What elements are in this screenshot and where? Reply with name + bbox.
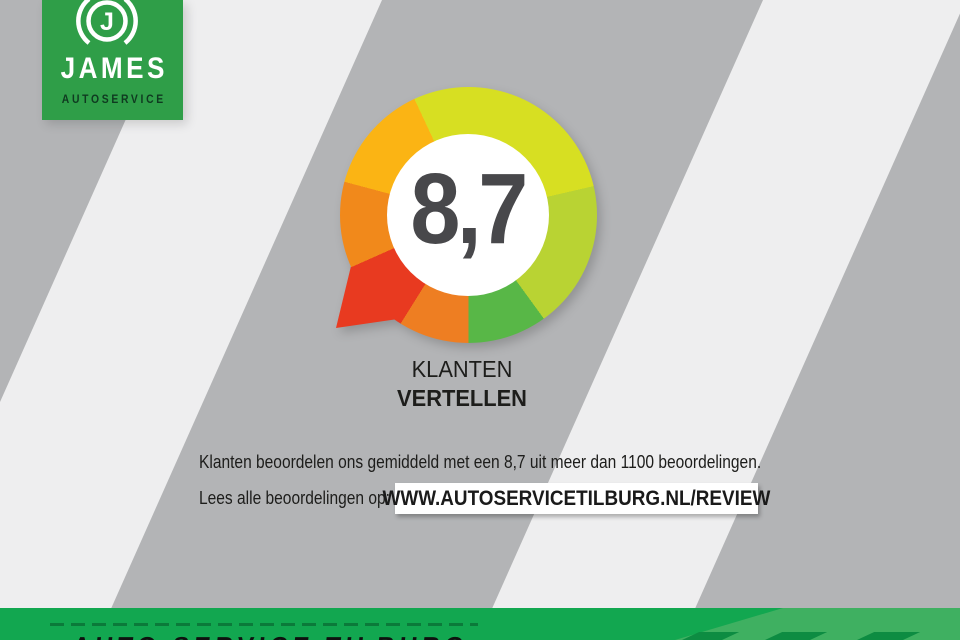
logo-card: J JAMES AUTOSERVICE bbox=[42, 0, 183, 120]
review-url-text: WWW.AUTOSERVICETILBURG.NL/REVIEW bbox=[382, 486, 771, 510]
footer-accent-line bbox=[50, 623, 478, 626]
logo-subtitle-text: AUTOSERVICE bbox=[61, 94, 166, 106]
steering-wheel-monogram-icon: J bbox=[76, 0, 138, 45]
gauge-caption: KLANTEN VERTELLEN bbox=[312, 356, 612, 412]
monogram-letter: J bbox=[100, 8, 114, 36]
caption-line-1: KLANTEN bbox=[411, 356, 513, 382]
footer-brand-text: AUTO SERVICE TILBURG bbox=[71, 631, 470, 640]
review-summary-text: Klanten beoordelen ons gemiddeld met een… bbox=[199, 451, 762, 472]
review-url-box[interactable]: WWW.AUTOSERVICETILBURG.NL/REVIEW bbox=[383, 483, 770, 514]
rating-score: 8,7 bbox=[410, 153, 529, 265]
review-link-label: Lees alle beoordelingen op: bbox=[199, 487, 390, 508]
rating-center-circle: 8,7 bbox=[387, 134, 549, 296]
logo-brand-text: JAMES bbox=[60, 52, 168, 85]
caption-line-2: VERTELLEN bbox=[397, 385, 527, 411]
